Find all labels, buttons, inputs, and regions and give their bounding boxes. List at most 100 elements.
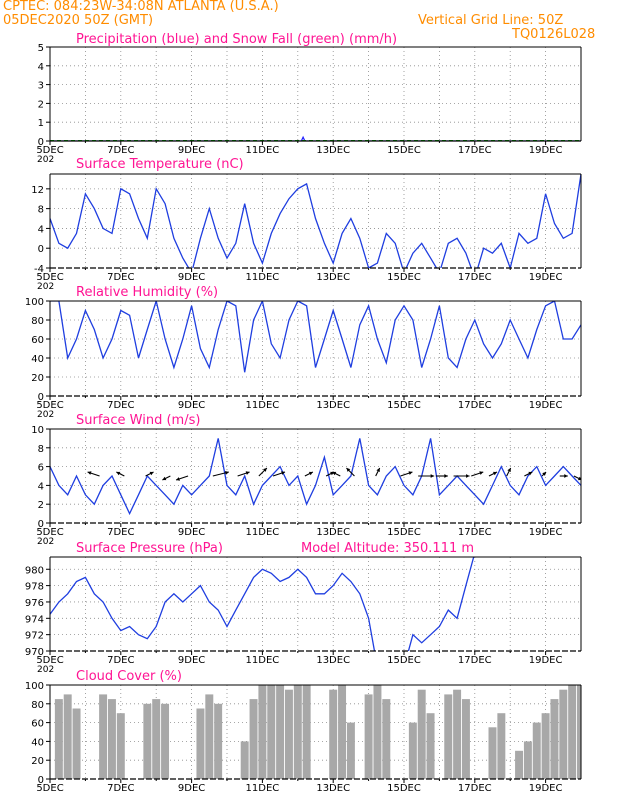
x-tick-label: 7DEC bbox=[107, 783, 134, 794]
cloud-cover-bar bbox=[258, 685, 267, 779]
y-tick-label: 0 bbox=[38, 519, 44, 530]
precip-title: Precipitation (blue) and Snow Fall (gree… bbox=[76, 32, 397, 47]
run-time: 05DEC2020 50Z (GMT) bbox=[3, 13, 154, 28]
cloud-cover-bar bbox=[99, 694, 108, 779]
wind-arrowhead bbox=[542, 472, 547, 476]
x-tick-label: 15DEC bbox=[387, 655, 421, 666]
x-tick-label: 7DEC bbox=[107, 400, 134, 411]
cloud-data bbox=[54, 685, 581, 779]
x-tick-label: 5DEC bbox=[36, 145, 63, 156]
x-tick-label: 9DEC bbox=[178, 145, 205, 156]
y-tick-label: 10 bbox=[31, 425, 44, 436]
cloud-cover-bar bbox=[577, 685, 581, 779]
cloud-cover-bar bbox=[284, 689, 293, 779]
x-tick-label: 19DEC bbox=[529, 272, 563, 283]
wind-panel: Surface Wind (m/s) bbox=[76, 413, 200, 428]
x-tick-label: 5DEC bbox=[36, 527, 63, 538]
x-tick-label: 13DEC bbox=[316, 655, 350, 666]
cloud-cover-bar bbox=[240, 741, 249, 779]
y-tick-label: 2 bbox=[38, 500, 44, 511]
y-tick-label: 40 bbox=[31, 737, 44, 748]
wind-arrowhead bbox=[564, 474, 568, 478]
cloud-cover-bar bbox=[444, 694, 453, 779]
cloud-cover-bar bbox=[249, 699, 258, 779]
x-tick-label: 15DEC bbox=[387, 527, 421, 538]
cloud-plot: 0 20 40 60 80 100 5DEC 7DEC 9DEC 11DEC 13DEC 15DEC 1… bbox=[25, 681, 582, 794]
x-tick-label: 17DEC bbox=[458, 527, 492, 538]
y-tick-label: 40 bbox=[31, 354, 44, 365]
precip-panel: Precipitation (blue) and Snow Fall (gree… bbox=[76, 32, 397, 47]
wind-line bbox=[50, 438, 581, 516]
wind-arrowhead bbox=[263, 468, 267, 472]
cloud-cover-bar bbox=[364, 694, 373, 779]
cloud-cover-bar bbox=[559, 689, 568, 779]
cloud-cover-bar bbox=[515, 750, 524, 779]
meteogram-header: CPTEC: 084:23W-34:08N ATLANTA (U.S.A.) 0… bbox=[0, 0, 618, 50]
grid-line-note: Vertical Grid Line: 50Z bbox=[418, 13, 564, 28]
cloud-cover-bar bbox=[523, 741, 532, 779]
pres-data bbox=[50, 557, 475, 651]
rh-title: Relative Humidity (%) bbox=[76, 285, 218, 300]
cloud-cover-bar bbox=[346, 722, 355, 779]
x-tick-label: 15DEC bbox=[387, 145, 421, 156]
cloud-cover-bar bbox=[382, 699, 391, 779]
y-tick-label: 1 bbox=[38, 118, 44, 129]
pres-line bbox=[50, 557, 475, 651]
cloud-cover-bar bbox=[453, 689, 462, 779]
y-tick-label: 12 bbox=[31, 185, 44, 196]
precip-line bbox=[50, 135, 581, 141]
cloud-cover-bar bbox=[293, 685, 302, 779]
x-tick-label: 9DEC bbox=[178, 783, 205, 794]
wind-arrowhead bbox=[308, 471, 313, 476]
x-tick-label: 9DEC bbox=[178, 527, 205, 538]
x-tick-label: 17DEC bbox=[458, 145, 492, 156]
cloud-cover-bar bbox=[329, 689, 338, 779]
temp-data bbox=[50, 174, 581, 268]
rh-panel: Relative Humidity (%) bbox=[76, 285, 218, 300]
x-year-label: 202 bbox=[37, 282, 54, 292]
y-tick-label: 3 bbox=[38, 81, 44, 92]
wind-arrowhead bbox=[224, 470, 229, 475]
cloud-cover-bar bbox=[196, 708, 205, 779]
x-tick-label: 11DEC bbox=[246, 145, 280, 156]
pres-title: Surface Pressure (hPa) bbox=[76, 541, 223, 556]
wind-arrowhead bbox=[479, 471, 484, 475]
x-tick-label: 9DEC bbox=[178, 400, 205, 411]
wind-plot: 0 2 4 6 8 10 5DEC 7DEC 9DEC 11DEC 13DEC 15DEC 17DEC 1… bbox=[31, 425, 582, 547]
cloud-cover-bar bbox=[161, 703, 170, 779]
y-tick-label: 978 bbox=[25, 582, 44, 593]
temp-line bbox=[50, 174, 581, 268]
y-tick-label: 970 bbox=[25, 647, 44, 658]
y-tick-label: 5 bbox=[38, 43, 44, 54]
x-tick-label: 7DEC bbox=[107, 145, 134, 156]
x-tick-label: 13DEC bbox=[316, 527, 350, 538]
y-tick-label: 80 bbox=[31, 700, 44, 711]
cloud-cover-bar bbox=[550, 699, 559, 779]
wind-data bbox=[50, 438, 581, 516]
cloud-cover-bar bbox=[107, 699, 116, 779]
y-tick-label: 976 bbox=[25, 598, 44, 609]
y-tick-label: 0 bbox=[38, 244, 44, 255]
x-tick-label: 11DEC bbox=[246, 655, 280, 666]
y-tick-label: 0 bbox=[38, 775, 44, 786]
wind-arrowhead bbox=[507, 468, 511, 472]
pres-plot: 970 972 974 976 978 980 5DEC 7DEC 9DEC 11DEC 13DEC… bbox=[25, 556, 582, 675]
x-tick-label: 13DEC bbox=[316, 783, 350, 794]
y-tick-label: 80 bbox=[31, 316, 44, 327]
temp-panel: Surface Temperature (nC) bbox=[76, 157, 244, 172]
y-tick-label: 20 bbox=[31, 373, 44, 384]
wind-arrowhead bbox=[408, 471, 413, 475]
y-tick-label: 4 bbox=[38, 62, 44, 73]
cloud-cover-bar bbox=[488, 727, 497, 779]
cloud-cover-bar bbox=[72, 708, 81, 779]
x-tick-label: 17DEC bbox=[458, 400, 492, 411]
cloud-cover-bar bbox=[116, 713, 125, 779]
wind-arrowhead bbox=[245, 471, 250, 475]
cloud-cover-bar bbox=[63, 694, 72, 779]
x-year-label: 202 bbox=[37, 665, 54, 675]
y-tick-label: 2 bbox=[38, 99, 44, 110]
x-tick-label: 19DEC bbox=[529, 400, 563, 411]
wind-title: Surface Wind (m/s) bbox=[76, 413, 200, 428]
x-tick-label: 7DEC bbox=[107, 527, 134, 538]
cloud-cover-bar bbox=[302, 685, 311, 779]
